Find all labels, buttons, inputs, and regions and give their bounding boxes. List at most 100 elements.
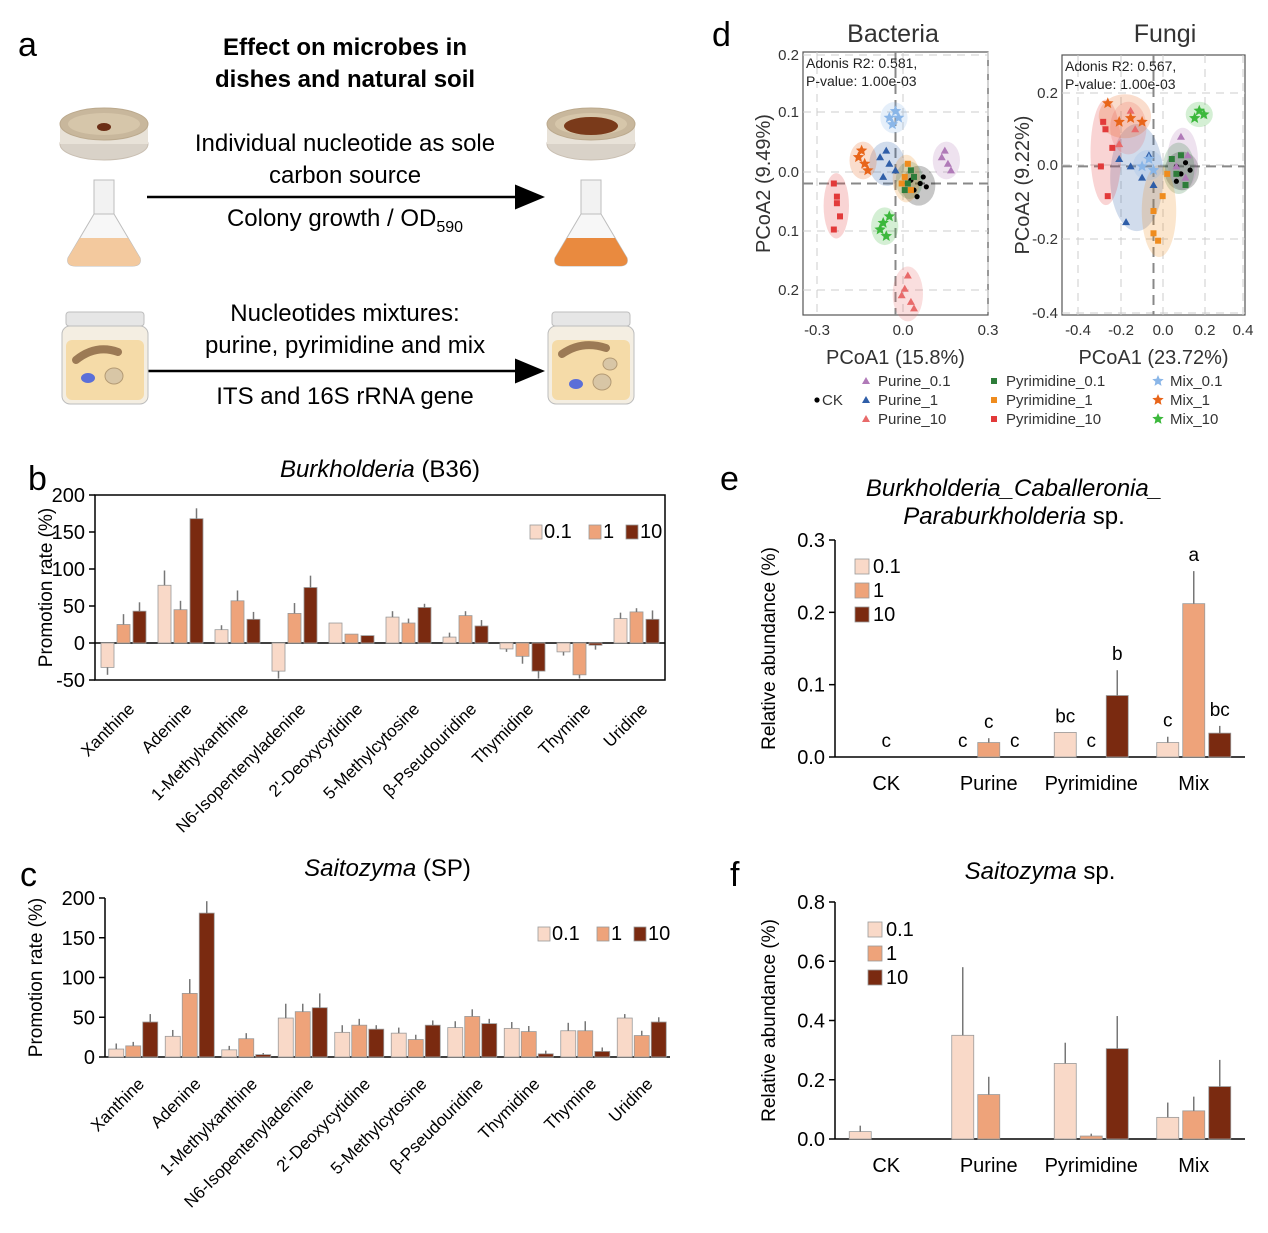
scatter-point bbox=[1102, 97, 1114, 109]
chart-title-rest: (B36) bbox=[415, 456, 480, 483]
y-tick-label: -0.2 bbox=[1032, 231, 1058, 248]
legend-swatch bbox=[588, 524, 602, 540]
scatter-point bbox=[991, 416, 997, 422]
scatter-point bbox=[862, 164, 874, 176]
bar bbox=[368, 1028, 385, 1058]
soil-jar-right-icon bbox=[547, 311, 635, 405]
bar bbox=[277, 1017, 294, 1058]
scatter-point bbox=[903, 271, 912, 279]
bar bbox=[1208, 732, 1232, 758]
scatter-point bbox=[1172, 162, 1181, 170]
y-tick-label: 0.0 bbox=[778, 164, 799, 181]
scatter-point bbox=[991, 378, 997, 384]
y-tick-label: 0 bbox=[74, 633, 85, 655]
legend-swatch bbox=[537, 926, 551, 942]
bar bbox=[221, 1049, 238, 1058]
chart-d-pcoa: Bacteria Adonis R2: 0.581, P-value: 1.00e-… bbox=[753, 20, 1253, 428]
bar bbox=[125, 1045, 142, 1058]
scatter-point bbox=[1173, 178, 1179, 184]
x-tick-label: Pyrimidine bbox=[1045, 773, 1138, 795]
bar bbox=[1208, 1086, 1232, 1140]
bar bbox=[572, 642, 587, 676]
scatter-point bbox=[1164, 170, 1171, 177]
chart-e-burkholderia-abundance: Burkholderia_Caballeronia_Paraburkholder… bbox=[759, 475, 1245, 795]
confidence-ellipse bbox=[901, 165, 936, 206]
y-tick-label: 100 bbox=[62, 968, 95, 990]
arrow1-label-line1: Individual nucleotide as sole bbox=[194, 130, 496, 157]
scatter-point bbox=[1100, 118, 1107, 125]
confidence-ellipse bbox=[880, 102, 908, 134]
bar bbox=[458, 615, 473, 644]
scatter-point bbox=[907, 167, 914, 174]
scatter-point bbox=[1122, 218, 1131, 226]
confidence-ellipse bbox=[849, 141, 877, 180]
y-tick-label: 150 bbox=[52, 522, 85, 544]
bar bbox=[503, 1027, 520, 1058]
arrow1-below-main: Colony growth / OD bbox=[226, 205, 437, 232]
bar bbox=[417, 607, 432, 644]
legend-swatch bbox=[854, 606, 870, 623]
bar bbox=[164, 1035, 181, 1058]
scatter-point bbox=[991, 397, 997, 403]
x-tick-label: Thymine bbox=[535, 699, 595, 759]
scatter-point bbox=[874, 223, 886, 235]
panel-label-e: e bbox=[720, 460, 739, 498]
arrow1-label-line2: carbon source bbox=[268, 162, 422, 189]
bar bbox=[537, 1053, 554, 1058]
scatter-point bbox=[862, 415, 870, 422]
bar bbox=[116, 624, 131, 644]
scatter-point bbox=[1109, 144, 1116, 151]
legend-label: 1 bbox=[873, 580, 884, 602]
scatter-point bbox=[1136, 115, 1148, 127]
scatter-point bbox=[1150, 208, 1157, 214]
x-tick-label: -0.4 bbox=[1065, 322, 1091, 339]
bar bbox=[629, 611, 644, 644]
bar bbox=[447, 1027, 464, 1058]
panel-label-d: d bbox=[712, 16, 731, 54]
bar bbox=[238, 1038, 255, 1058]
scatter-point bbox=[879, 172, 888, 180]
chart-title-rest: (SP) bbox=[416, 855, 471, 882]
scatter-point bbox=[892, 111, 905, 123]
x-tick-label: 1-Methylxanthine bbox=[156, 1074, 261, 1179]
bar bbox=[1182, 603, 1206, 758]
panel-a-illustrations bbox=[59, 107, 636, 405]
arrow2-label-line2: purine, pyrimidine and mix bbox=[204, 332, 486, 359]
x-tick-label: Adenine bbox=[138, 699, 196, 757]
chart-title-line2-italic: Paraburkholderia bbox=[903, 503, 1086, 530]
x-tick-label: Mix bbox=[1178, 773, 1209, 795]
significance-letter: b bbox=[1112, 644, 1123, 665]
scatter-point bbox=[943, 159, 952, 167]
chart-b-burkholderia-promotion: Burkholderia (B36) Promotion rate (%) -50 0… bbox=[36, 456, 666, 836]
bar bbox=[442, 636, 457, 644]
legend-label: 1 bbox=[886, 943, 897, 965]
legend-label: CK bbox=[822, 392, 843, 409]
bar bbox=[255, 1054, 272, 1058]
adonis-r2-text: Adonis R2: 0.581, bbox=[806, 55, 917, 71]
y-tick-label: 0.4 bbox=[797, 1011, 825, 1033]
chart-title-italic: Saitozyma bbox=[965, 858, 1077, 885]
adonis-r2-text: Adonis R2: 0.567, bbox=[1065, 58, 1176, 74]
bar bbox=[360, 635, 375, 644]
scatter-point bbox=[1178, 171, 1184, 177]
bar bbox=[633, 1035, 650, 1058]
legend-label: Mix_10 bbox=[1170, 411, 1218, 428]
y-tick-label: 200 bbox=[52, 485, 85, 507]
scatter-point bbox=[920, 174, 926, 180]
bar bbox=[390, 1032, 407, 1058]
y-tick-label: 0.2 bbox=[797, 1070, 825, 1092]
arrow2-below-label: ITS and 16S rRNA gene bbox=[216, 383, 474, 410]
bar bbox=[588, 642, 603, 646]
scatter-point bbox=[1173, 170, 1180, 177]
bar bbox=[556, 642, 571, 653]
confidence-ellipse bbox=[1090, 99, 1122, 206]
bar bbox=[531, 642, 546, 672]
bar bbox=[424, 1024, 441, 1058]
scatter-point bbox=[1155, 237, 1162, 244]
bar bbox=[650, 1021, 667, 1058]
legend-label: Purine_10 bbox=[878, 411, 946, 428]
y-tick-label: 0.3 bbox=[797, 530, 825, 552]
chart-title-rest: sp. bbox=[1077, 858, 1116, 885]
bar bbox=[303, 587, 318, 644]
y-tick-label: 0.0 bbox=[1037, 157, 1058, 174]
